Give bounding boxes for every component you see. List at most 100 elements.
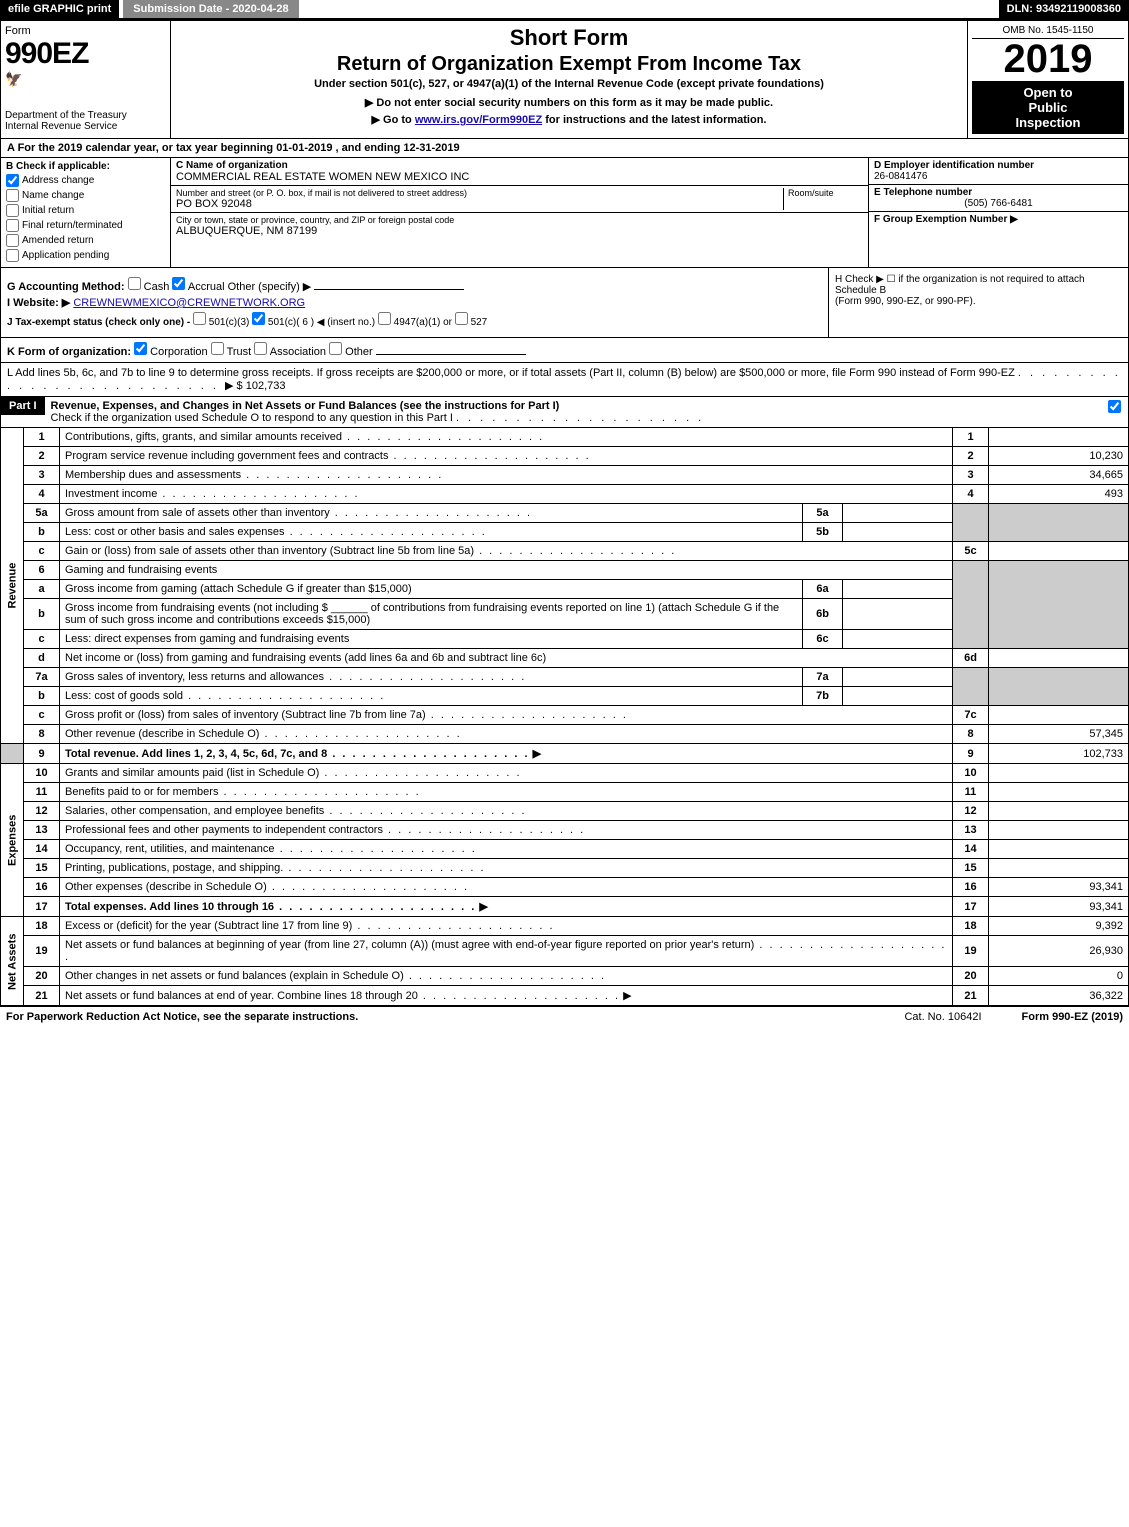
k-label: K Form of organization: [7, 346, 131, 358]
chk-527[interactable] [455, 312, 468, 325]
ln-7b-sub: 7b [803, 687, 843, 706]
table-row: c Gain or (loss) from sale of assets oth… [1, 542, 1129, 561]
side-expenses: Expenses [1, 764, 24, 917]
goto-line: ▶ Go to www.irs.gov/Form990EZ for instru… [177, 113, 961, 126]
chk-name-change-box[interactable] [6, 189, 19, 202]
row-k: K Form of organization: Corporation Trus… [0, 338, 1129, 363]
j-527-label: 527 [471, 317, 488, 328]
part1-dots: . . . . . . . . . . . . . . . . . . . . … [456, 412, 704, 424]
ln-7b-desc: Less: cost of goods sold [65, 690, 183, 702]
chk-trust[interactable] [211, 342, 224, 355]
chk-amended-return[interactable]: Amended return [6, 234, 165, 247]
ln-5a-desc: Gross amount from sale of assets other t… [65, 507, 330, 519]
h-text2: (Form 990, 990-EZ, or 990-PF). [835, 296, 1122, 307]
chk-association[interactable] [254, 342, 267, 355]
ln-6d-amt [989, 649, 1129, 668]
ln-5c-desc: Gain or (loss) from sale of assets other… [65, 545, 474, 557]
chk-cash[interactable] [128, 277, 141, 290]
ln-15-num: 15 [24, 859, 60, 878]
ln-5c-amt [989, 542, 1129, 561]
ln-11-desc: Benefits paid to or for members [65, 786, 218, 798]
chk-app-pending-box[interactable] [6, 249, 19, 262]
goto-link[interactable]: www.irs.gov/Form990EZ [415, 114, 542, 126]
table-row: 7a Gross sales of inventory, less return… [1, 668, 1129, 687]
chk-schedule-o[interactable] [1108, 400, 1121, 413]
table-row: 19 Net assets or fund balances at beginn… [1, 936, 1129, 967]
table-row: 3 Membership dues and assessments 3 34,6… [1, 466, 1129, 485]
ln-6-num: 6 [24, 561, 60, 580]
table-row: c Gross profit or (loss) from sales of i… [1, 706, 1129, 725]
street-address: PO BOX 92048 [176, 198, 783, 210]
chk-app-pending[interactable]: Application pending [6, 249, 165, 262]
table-row: 4 Investment income 4 493 [1, 485, 1129, 504]
col-def: D Employer identification number 26-0841… [868, 158, 1128, 267]
j-4947-label: 4947(a)(1) or [394, 317, 452, 328]
ln-15-amt [989, 859, 1129, 878]
table-row: 11 Benefits paid to or for members 11 [1, 783, 1129, 802]
chk-address-change-box[interactable] [6, 174, 19, 187]
ln-7b-num: b [24, 687, 60, 706]
header-left: Form 990EZ 🦅 Department of the Treasury … [1, 21, 171, 138]
table-row: 21 Net assets or fund balances at end of… [1, 986, 1129, 1006]
ln-9-desc: Total revenue. Add lines 1, 2, 3, 4, 5c,… [65, 748, 327, 760]
ln-5b-sub: 5b [803, 523, 843, 542]
chk-final-return[interactable]: Final return/terminated [6, 219, 165, 232]
ln-21-ref: 21 [953, 986, 989, 1006]
ln-18-desc: Excess or (deficit) for the year (Subtra… [65, 920, 352, 932]
ln-9-ref: 9 [953, 744, 989, 764]
ln-11-num: 11 [24, 783, 60, 802]
dots-icon [426, 709, 628, 721]
chk-501c[interactable] [252, 312, 265, 325]
ln-9-amt: 102,733 [989, 744, 1129, 764]
chk-initial-return[interactable]: Initial return [6, 204, 165, 217]
form-header: Form 990EZ 🦅 Department of the Treasury … [0, 19, 1129, 139]
ln-7a-desc: Gross sales of inventory, less returns a… [65, 671, 324, 683]
chk-corporation[interactable] [134, 342, 147, 355]
dept-treasury: Department of the Treasury [5, 110, 166, 121]
ln-6a-desc: Gross income from gaming (attach Schedul… [60, 580, 803, 599]
ln-2-num: 2 [24, 447, 60, 466]
chk-501c3[interactable] [193, 312, 206, 325]
page-footer: For Paperwork Reduction Act Notice, see … [0, 1006, 1129, 1027]
ln-7a-sub: 7a [803, 668, 843, 687]
ln-6d-num: d [24, 649, 60, 668]
chk-address-change[interactable]: Address change [6, 174, 165, 187]
row-l: L Add lines 5b, 6c, and 7b to line 9 to … [0, 363, 1129, 397]
website-link[interactable]: CREWNEWMEXICO@CREWNETWORK.ORG [73, 297, 305, 309]
return-title: Return of Organization Exempt From Incom… [177, 53, 961, 76]
chk-amended-return-box[interactable] [6, 234, 19, 247]
ln-5a-num: 5a [24, 504, 60, 523]
chk-name-change[interactable]: Name change [6, 189, 165, 202]
ln-6c-num: c [24, 630, 60, 649]
ln-1-amt [989, 428, 1129, 447]
ln-7c-ref: 7c [953, 706, 989, 725]
ln-1-desc: Contributions, gifts, grants, and simila… [65, 431, 342, 443]
dots-icon [283, 862, 485, 874]
irs-label: Internal Revenue Service [5, 121, 166, 132]
col-c: C Name of organization COMMERCIAL REAL E… [171, 158, 868, 267]
ln-20-ref: 20 [953, 967, 989, 986]
col-b: B Check if applicable: Address change Na… [1, 158, 171, 267]
grey-cell [953, 561, 989, 649]
chk-accrual[interactable] [172, 277, 185, 290]
inspection-l1: Open to [974, 85, 1122, 100]
chk-initial-return-box[interactable] [6, 204, 19, 217]
k-trust-label: Trust [227, 346, 252, 358]
c-name-label: C Name of organization [176, 160, 863, 171]
chk-4947[interactable] [378, 312, 391, 325]
room-suite-label: Room/suite [783, 188, 863, 210]
block-ghij: G Accounting Method: Cash Accrual Other … [0, 268, 1129, 338]
line-i: I Website: ▶ CREWNEWMEXICO@CREWNETWORK.O… [7, 296, 822, 309]
efile-label: efile GRAPHIC print [0, 0, 119, 18]
ln-8-ref: 8 [953, 725, 989, 744]
chk-final-return-label: Final return/terminated [22, 220, 123, 231]
grey-cell [989, 561, 1129, 649]
chk-other-org[interactable] [329, 342, 342, 355]
dots-icon [330, 507, 532, 519]
d-ein-value: 26-0841476 [874, 171, 1123, 182]
col-b-header: B Check if applicable: [6, 161, 165, 172]
table-row: 16 Other expenses (describe in Schedule … [1, 878, 1129, 897]
e-phone-label: E Telephone number [874, 187, 1123, 198]
city-label: City or town, state or province, country… [176, 215, 863, 225]
chk-final-return-box[interactable] [6, 219, 19, 232]
